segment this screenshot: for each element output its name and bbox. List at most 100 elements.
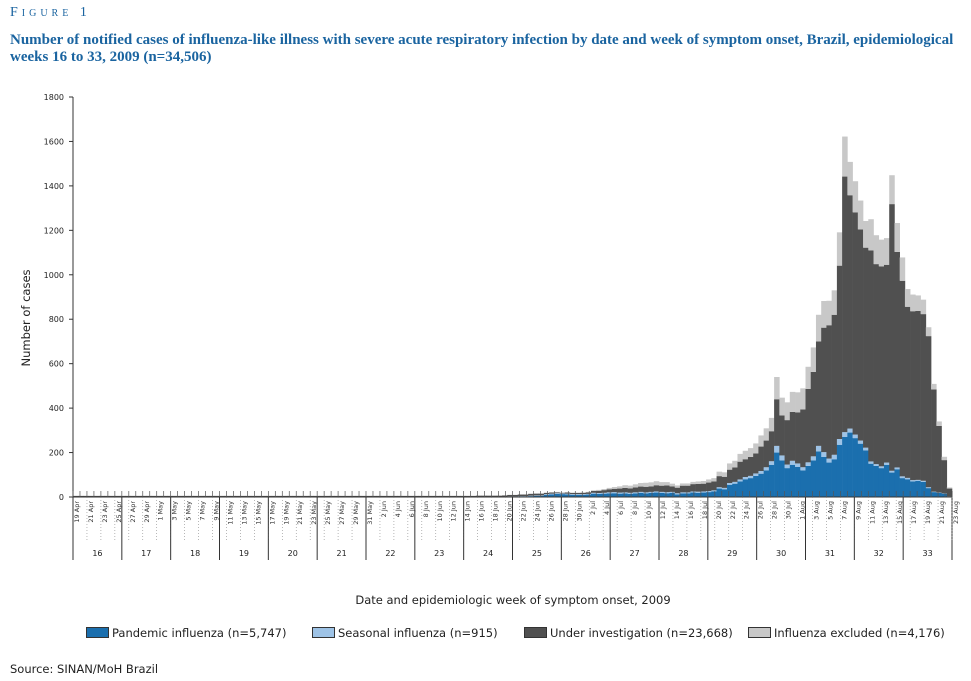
bar-excluded <box>727 463 733 470</box>
bar-pandemic <box>899 478 906 497</box>
bar-pandemic <box>852 438 859 497</box>
bar-investigation <box>873 264 880 465</box>
date-tick-label: 21 Aug <box>938 501 946 524</box>
bar-seasonal <box>810 456 817 461</box>
bar-investigation <box>747 457 754 476</box>
bar-investigation <box>392 495 398 497</box>
bar-seasonal <box>873 464 880 466</box>
bar-pandemic <box>758 473 764 497</box>
date-tick-label: 8 Jul <box>631 501 639 515</box>
bar-seasonal <box>889 470 895 473</box>
bar-pandemic <box>789 464 796 497</box>
bar-investigation <box>685 485 691 493</box>
bar-seasonal <box>659 491 665 493</box>
bar-investigation <box>763 440 770 468</box>
bar-investigation <box>161 495 168 497</box>
bar-investigation <box>863 247 869 448</box>
bar-excluded <box>596 489 602 491</box>
bar-investigation <box>512 495 519 497</box>
bar-pandemic <box>690 492 696 497</box>
bar-investigation <box>355 495 362 497</box>
date-tick-label: 24 Jun <box>533 501 541 522</box>
legend-label-pandemic: Pandemic influenza (n=5,747) <box>112 626 287 640</box>
bar-pandemic <box>931 492 937 497</box>
bar-investigation <box>177 495 184 497</box>
bar-investigation <box>366 495 372 497</box>
bar-seasonal <box>700 491 707 493</box>
bar-seasonal <box>836 439 843 445</box>
bar-investigation <box>831 314 838 455</box>
bar-pandemic <box>831 459 838 497</box>
bar-investigation <box>209 495 215 497</box>
bar-seasonal <box>685 492 691 494</box>
legend-swatch-seasonal <box>312 627 335 638</box>
bar-investigation <box>810 371 817 457</box>
bar-excluded <box>904 289 911 307</box>
bar-investigation <box>580 492 587 495</box>
bar-seasonal <box>800 467 806 471</box>
bar-pandemic <box>664 493 670 497</box>
date-tick-label: 22 Jun <box>519 501 527 522</box>
bar-pandemic <box>659 493 665 497</box>
bar-seasonal <box>559 493 566 495</box>
bar-excluded <box>611 487 618 489</box>
date-tick-label: 20 Jul <box>715 501 723 519</box>
bar-pandemic <box>941 493 948 497</box>
bar-investigation <box>402 495 409 497</box>
week-label: 24 <box>483 549 493 558</box>
bar-investigation <box>454 495 461 497</box>
date-tick-label: 1 Aug <box>799 501 807 520</box>
bar-investigation <box>125 495 131 497</box>
bar-investigation <box>716 476 723 488</box>
bar-investigation <box>727 469 733 483</box>
bar-investigation <box>679 485 686 493</box>
bar-pandemic <box>795 467 801 497</box>
bar-seasonal <box>596 493 602 494</box>
date-tick-label: 3 May <box>171 501 179 521</box>
bar-investigation <box>590 491 597 493</box>
bar-investigation <box>261 495 267 497</box>
week-label: 25 <box>532 549 542 558</box>
bar-pandemic <box>784 468 791 497</box>
date-tick-label: 23 May <box>310 501 318 525</box>
bar-seasonal <box>789 460 796 465</box>
date-tick-label: 16 Jul <box>687 501 695 519</box>
week-label: 31 <box>825 549 835 558</box>
legend-investigation: Under investigation (n=23,668) <box>524 626 733 640</box>
bar-excluded <box>863 221 869 248</box>
week-label: 18 <box>190 549 200 558</box>
bar-seasonal <box>910 480 916 482</box>
bar-investigation <box>297 495 304 497</box>
bar-excluded <box>868 219 874 251</box>
bar-investigation <box>889 204 895 471</box>
y-tick-label: 1000 <box>44 271 64 280</box>
bar-seasonal <box>585 493 592 495</box>
bar-investigation <box>114 495 121 497</box>
y-tick-label: 1200 <box>44 226 64 235</box>
bar-pandemic <box>768 464 775 497</box>
bar-investigation <box>303 495 309 497</box>
bar-investigation <box>653 485 660 492</box>
bar-seasonal <box>601 492 607 494</box>
bar-seasonal <box>863 447 869 451</box>
bar-pandemic <box>826 462 832 497</box>
bar-seasonal <box>805 462 812 466</box>
bar-excluded <box>669 483 675 487</box>
bar-seasonal <box>795 463 801 467</box>
bar-excluded <box>758 435 764 447</box>
week-label: 26 <box>581 549 591 558</box>
bar-pandemic <box>920 481 927 497</box>
bar-seasonal <box>763 467 770 471</box>
bar-seasonal <box>831 454 838 460</box>
bar-seasonal <box>706 491 712 493</box>
bar-pandemic <box>653 492 660 497</box>
date-tick-label: 28 Jun <box>561 501 569 522</box>
bar-investigation <box>287 495 294 497</box>
bar-excluded <box>931 383 937 390</box>
date-tick-label: 7 Aug <box>840 501 848 520</box>
bar-investigation <box>486 495 492 497</box>
bar-pandemic <box>700 492 707 497</box>
date-tick-label: 21 May <box>296 501 304 525</box>
bar-seasonal <box>711 490 717 492</box>
date-tick-label: 30 Jun <box>575 501 583 522</box>
